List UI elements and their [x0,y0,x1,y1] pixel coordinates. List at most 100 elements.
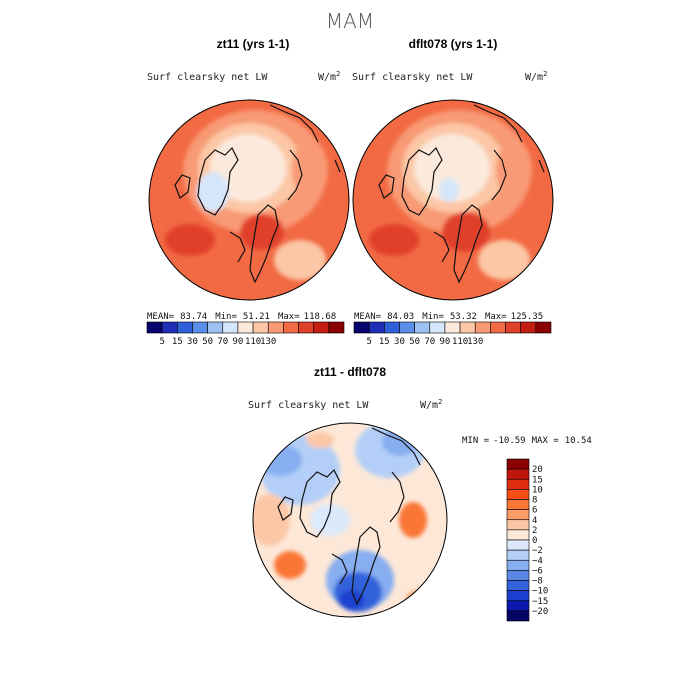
coastlines [174,104,341,284]
colorbar-swatch [520,321,537,334]
colorbar-tick-label: 10 [532,485,543,495]
colorbar-swatch [535,321,552,334]
units-label: W/m2 [318,70,340,83]
colorbar-tick-label: −4 [532,556,543,566]
colorbar-swatch [506,610,530,622]
field-contour [274,240,326,280]
colorbar-swatch [222,321,239,334]
colorbar-tick-label: 70 [217,337,228,347]
panel-title: zt11 (yrs 1-1) [217,37,290,51]
colorbar-swatch [506,489,530,500]
colorbar-swatch [506,509,530,521]
colorbar-swatch [506,549,530,561]
units-label: W/m2 [420,398,442,411]
colorbar-tick-label: −15 [532,597,548,607]
field-contour [442,212,490,252]
colorbar-swatch [368,321,385,334]
colorbar-tick-label: 2 [532,526,537,536]
colorbar-swatch [506,539,530,551]
colorbar-swatch [192,321,208,334]
field-contour [496,140,532,200]
map-border [352,99,554,301]
colorbar-swatch [298,321,314,334]
field-contour [399,502,427,538]
colorbar-swatch [267,321,284,334]
colorbar-swatch [506,458,530,470]
colorbar-swatch [506,519,530,531]
colorbar-swatch [459,321,476,334]
colorbar-tick-label: 130 [467,337,483,347]
colorbar-tick-label: 50 [409,337,420,347]
colorbar-swatch [490,321,506,334]
colorbar-swatch [506,580,530,591]
stats-line: MIN = -10.59 MAX = 10.54 [462,436,592,446]
field-contour [478,240,530,280]
colorbar-swatch [252,321,269,334]
field-contour [165,224,215,256]
colorbar-swatch [506,499,530,510]
field-contour [197,172,229,212]
variable-label: Surf clearsky net LW [248,400,369,411]
colorbar-swatch [474,321,491,334]
field-contour [258,444,302,476]
panel-zt11: zt11 (yrs 1-1) Surf clearsky net LW W/m2 [146,37,350,347]
panel-difference: zt11 - dflt078 Surf clearsky net LW W/m2… [248,365,592,622]
field-contour [310,504,350,536]
colorbar-tick-label: 15 [379,337,390,347]
colorbar-swatch [506,590,530,602]
colorbar-swatch [506,570,530,581]
colorbar-tick-label: 6 [532,506,537,516]
panel-dflt078: dflt078 (yrs 1-1) Surf clearsky net LW W… [352,37,554,347]
colorbar-tick-label: −6 [532,566,543,576]
colorbar-swatch [414,321,431,334]
field-contour [439,178,459,202]
colorbar-swatch [429,321,446,334]
variable-label: Surf clearsky net LW [352,72,473,83]
colorbar-swatch [399,321,415,334]
colorbar-tick-label: 110 [245,337,261,347]
colorbar-tick-label: 30 [187,337,198,347]
colorbar-tick-label: 70 [424,337,435,347]
field-contour [340,590,364,610]
coastlines [378,104,545,284]
colorbar-swatch [313,321,330,334]
polar-map [149,100,349,300]
colorbar-tick-label: −10 [532,587,548,597]
colorbar-swatch [506,478,530,490]
colorbar-swatch [283,321,299,334]
colorbar-swatch [444,321,461,334]
map-border [148,99,350,301]
colorbar-tick-label: 20 [532,465,543,475]
colorbar-tick-label: 0 [532,536,537,546]
field-contour [253,494,290,546]
colorbar-tick-label: 15 [172,337,183,347]
field-contour [240,214,284,250]
stats-line: MEAN= 84.03 Min= 53.32 Max= 125.35 [354,312,543,322]
colorbar-tick-label: −2 [532,546,543,556]
polar-map [353,100,553,300]
map-border [252,422,448,618]
figure-title: MAM [326,9,374,33]
colorbar-swatch [505,321,521,334]
field-contour [292,140,328,200]
colorbar-tick-label: 30 [394,337,405,347]
colorbar-swatch [237,321,254,334]
panel-title: zt11 - dflt078 [314,365,386,379]
colorbar-tick-label: 5 [159,337,164,347]
colorbar-tick-label: 8 [532,496,537,506]
colorbar-swatch [328,321,345,334]
colorbar-swatch [161,321,178,334]
field-contour [369,224,419,256]
colorbar-swatch [384,321,400,334]
colorbar-tick-label: −8 [532,577,543,587]
variable-label: Surf clearsky net LW [147,72,268,83]
panel-title: dflt078 (yrs 1-1) [409,37,498,51]
colorbar-swatch [177,321,193,334]
colorbar-tick-label: 90 [440,337,451,347]
colorbar-swatch [353,321,370,334]
colorbar-swatch [506,468,530,480]
colorbar-tick-label: 4 [532,516,537,526]
